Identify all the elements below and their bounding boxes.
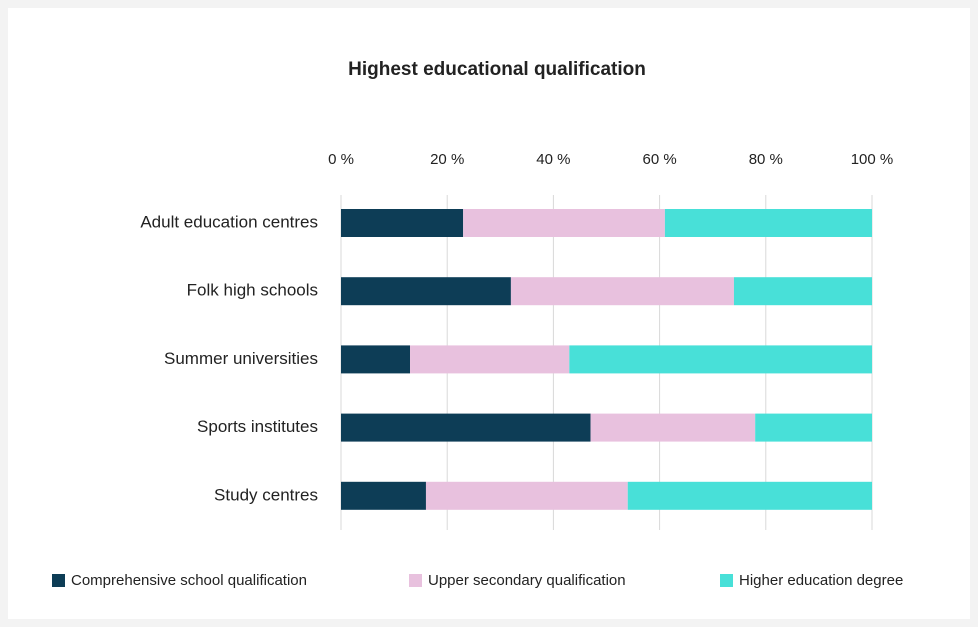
y-tick-label: Sports institutes bbox=[197, 417, 318, 436]
y-tick-label: Adult education centres bbox=[140, 212, 318, 231]
legend-label: Comprehensive school qualification bbox=[71, 572, 307, 589]
bar-segment bbox=[733, 277, 872, 306]
bar-segment bbox=[627, 481, 872, 510]
bar-segment bbox=[341, 277, 511, 306]
bar-segment bbox=[510, 277, 734, 306]
x-tick-label: 100 % bbox=[851, 151, 894, 168]
bar-segment bbox=[463, 209, 665, 237]
y-tick-label: Summer universities bbox=[164, 349, 318, 368]
bar-segment bbox=[569, 345, 872, 374]
x-tick-label: 60 % bbox=[642, 151, 676, 168]
bar-segment bbox=[664, 209, 872, 237]
bar-segment bbox=[341, 209, 464, 237]
legend-label: Upper secondary qualification bbox=[428, 572, 626, 589]
y-tick-label: Folk high schools bbox=[187, 281, 318, 300]
x-tick-label: 80 % bbox=[749, 151, 783, 168]
x-tick-label: 20 % bbox=[430, 151, 464, 168]
bar-segment bbox=[425, 481, 628, 510]
chart-title: Highest educational qualification bbox=[348, 59, 646, 80]
bar-segment bbox=[590, 413, 756, 442]
x-tick-label: 0 % bbox=[328, 151, 354, 168]
bar-segment bbox=[341, 345, 411, 374]
legend-swatch bbox=[409, 574, 422, 587]
legend-swatch bbox=[720, 574, 733, 587]
chart-panel bbox=[8, 8, 970, 619]
bar-segment bbox=[341, 481, 426, 510]
legend-swatch bbox=[52, 574, 65, 587]
y-tick-label: Study centres bbox=[214, 485, 318, 504]
bar-segment bbox=[755, 413, 872, 442]
bar-segment bbox=[341, 413, 591, 442]
legend-label: Higher education degree bbox=[739, 572, 903, 589]
bar-segment bbox=[410, 345, 570, 374]
x-tick-label: 40 % bbox=[536, 151, 570, 168]
